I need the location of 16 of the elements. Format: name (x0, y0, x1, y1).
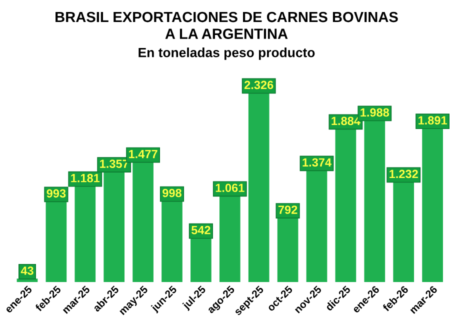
data-label: 1.232 (390, 170, 418, 178)
data-label: 542 (191, 226, 210, 234)
data-label: 998 (162, 188, 182, 198)
chart-title: BRASIL EXPORTACIONES DE CARNES BOVINAS A LA ARGENTINA (56, 12, 398, 39)
data-label: 1.357 (100, 160, 128, 168)
data-label: 1.477 (129, 150, 158, 158)
data-label: 1.374 (302, 158, 332, 167)
chart-subtitle: En toneladas peso producto (138, 48, 315, 60)
data-label: 2.326 (244, 80, 274, 90)
data-label: 792 (278, 206, 298, 214)
data-label: 1.181 (71, 174, 100, 182)
data-label: 43 (20, 266, 34, 275)
data-label: 1.988 (360, 108, 390, 117)
data-label: 1.891 (418, 116, 447, 125)
data-label: 993 (46, 189, 66, 198)
data-label: 1.061 (216, 184, 244, 192)
